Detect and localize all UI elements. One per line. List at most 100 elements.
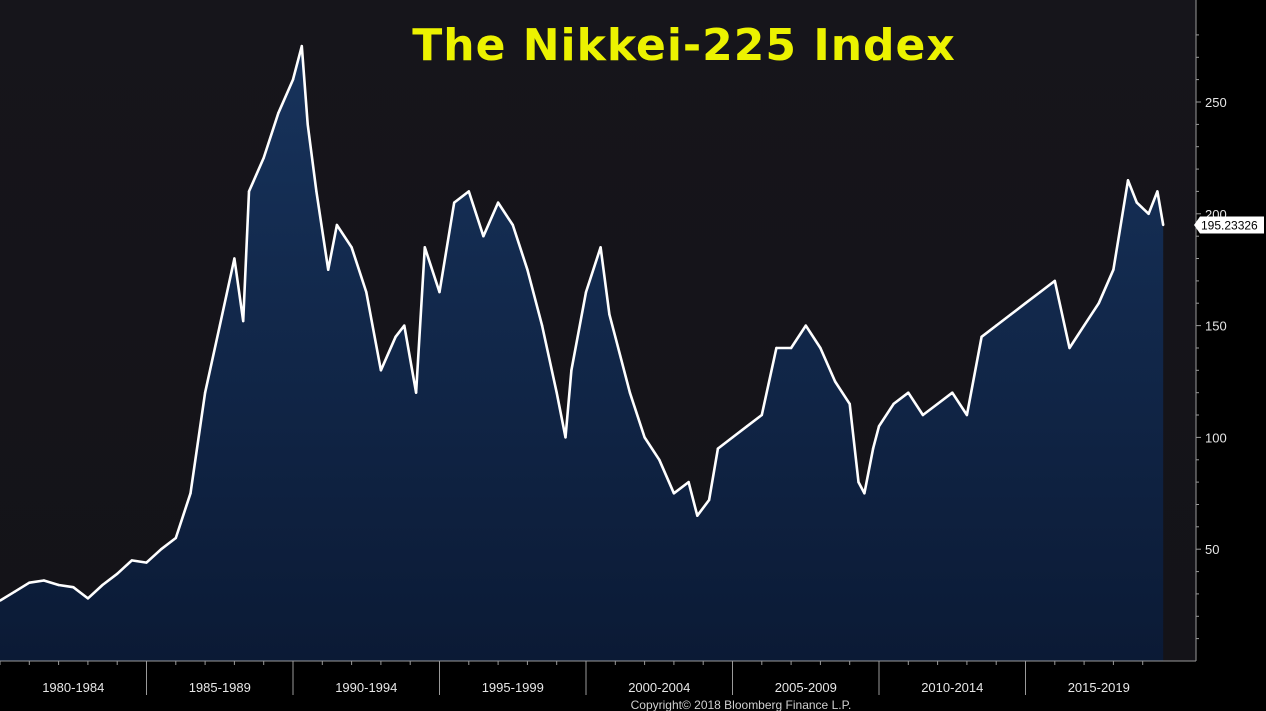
- y-tick-label: 150: [1205, 319, 1227, 334]
- chart-title: The Nikkei-225 Index: [412, 20, 956, 71]
- data-point: [189, 492, 192, 495]
- data-point: [570, 369, 573, 372]
- data-point: [599, 246, 602, 249]
- data-point: [921, 413, 925, 417]
- data-point: [540, 324, 544, 327]
- x-category-label: 2005-2009: [775, 680, 837, 695]
- data-point: [101, 583, 104, 587]
- data-point: [1126, 179, 1130, 182]
- data-point: [1112, 268, 1115, 271]
- x-category-label: 2000-2004: [628, 680, 690, 695]
- data-point: [643, 436, 646, 439]
- data-point: [496, 201, 500, 204]
- data-point: [608, 313, 611, 316]
- last-value-tag: [1194, 216, 1264, 234]
- data-point: [995, 324, 998, 327]
- x-category-label: 1980-1984: [42, 680, 104, 695]
- data-point: [511, 223, 514, 227]
- data-point: [350, 246, 353, 249]
- y-tick-label: 250: [1205, 95, 1227, 110]
- data-point: [775, 346, 778, 350]
- data-point: [403, 324, 406, 327]
- copyright-text: Copyright© 2018 Bloomberg Finance L.P.: [631, 698, 852, 711]
- data-point: [247, 190, 251, 193]
- data-point: [482, 235, 485, 238]
- data-point: [614, 335, 617, 338]
- y-tick-label: 100: [1205, 430, 1227, 445]
- data-point: [203, 391, 207, 394]
- data-point: [1038, 290, 1042, 294]
- data-point: [218, 324, 221, 327]
- data-point: [1068, 346, 1071, 350]
- data-point: [1097, 302, 1101, 305]
- last-value-label: 195.23326: [1201, 219, 1258, 233]
- data-point: [731, 436, 734, 439]
- data-point: [42, 579, 46, 582]
- data-point: [672, 492, 676, 495]
- data-point: [863, 492, 866, 495]
- data-point: [789, 346, 793, 350]
- data-point: [379, 369, 383, 372]
- data-point: [857, 480, 860, 484]
- data-point: [1082, 324, 1086, 327]
- data-point: [174, 536, 177, 540]
- data-point: [467, 190, 470, 193]
- data-point: [745, 425, 749, 428]
- data-point: [980, 335, 983, 338]
- data-point: [262, 156, 265, 160]
- data-point: [1156, 190, 1159, 193]
- data-point: [300, 44, 303, 48]
- data-point: [819, 346, 822, 350]
- data-point: [291, 78, 295, 81]
- data-point: [0, 599, 2, 602]
- x-category-label: 1990-1994: [335, 680, 397, 695]
- data-point: [1135, 201, 1139, 204]
- y-tick-label: 50: [1205, 542, 1219, 557]
- data-point: [1024, 302, 1027, 305]
- data-point: [414, 391, 418, 394]
- data-point: [28, 581, 31, 584]
- x-category-label: 1995-1999: [482, 680, 544, 695]
- data-point: [584, 290, 588, 294]
- data-point: [86, 597, 90, 600]
- data-point: [892, 402, 895, 406]
- data-point: [760, 413, 763, 417]
- data-point: [555, 391, 558, 394]
- data-point: [160, 548, 163, 551]
- data-point: [877, 425, 881, 428]
- data-point: [936, 402, 939, 406]
- data-point: [628, 391, 632, 394]
- series-area: [0, 46, 1164, 662]
- data-point: [277, 112, 280, 115]
- data-point: [1053, 279, 1057, 283]
- data-point: [13, 590, 16, 593]
- data-point: [72, 586, 75, 589]
- x-category-label: 1985-1989: [189, 680, 251, 695]
- data-point: [57, 583, 60, 587]
- data-point: [1147, 212, 1150, 215]
- data-point: [327, 268, 330, 271]
- data-point: [116, 572, 119, 575]
- data-point: [804, 324, 807, 327]
- data-point: [716, 447, 720, 450]
- x-category-label: 2015-2019: [1068, 680, 1130, 695]
- data-point: [951, 391, 954, 394]
- data-point: [526, 268, 529, 271]
- data-point: [696, 514, 699, 517]
- data-point: [687, 480, 690, 484]
- data-point: [907, 391, 910, 394]
- data-point: [423, 246, 426, 249]
- data-point: [438, 290, 441, 294]
- data-point: [365, 290, 368, 294]
- data-point: [145, 561, 148, 564]
- data-point: [707, 498, 711, 502]
- x-category-label: 2010-2014: [921, 680, 983, 695]
- data-point: [871, 447, 875, 450]
- data-point: [394, 335, 397, 338]
- data-point: [965, 413, 969, 417]
- data-point: [1162, 223, 1165, 227]
- data-point: [335, 223, 339, 227]
- data-point: [306, 123, 309, 126]
